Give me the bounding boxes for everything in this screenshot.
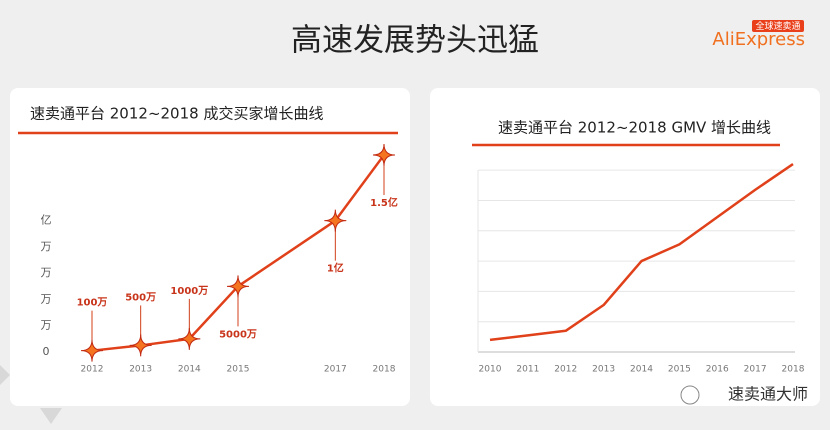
y-tick-label: 0	[43, 345, 50, 358]
data-label: 1.5亿	[370, 196, 398, 209]
marker	[372, 143, 396, 167]
data-label: 5000万	[219, 328, 257, 340]
card	[430, 88, 820, 406]
x-tick-label: 2010	[479, 365, 502, 375]
watermark-icon	[680, 385, 700, 405]
data-label: 100万	[77, 297, 108, 309]
card	[10, 88, 410, 406]
marker	[226, 275, 250, 298]
line	[91, 154, 386, 352]
y-tick-label: 万	[41, 266, 52, 279]
x-tick-label: 2016	[706, 365, 729, 375]
y-tick-label: 亿	[41, 214, 52, 227]
data-label: 500万	[125, 291, 156, 303]
line	[489, 163, 794, 342]
x-tick-label: 2017	[744, 365, 767, 375]
marker	[129, 334, 152, 357]
x-tick-label: 2018	[782, 365, 805, 375]
x-tick-label: 2013	[129, 365, 152, 375]
x-tick-label: 2018	[373, 365, 396, 375]
x-tick-label: 2011	[516, 365, 539, 375]
data-label: 1000万	[170, 285, 208, 297]
x-tick-label: 2012	[554, 365, 577, 375]
logo-en: AliExpress	[712, 29, 805, 50]
chart-title: 速卖通平台 2012~2018 成交买家增长曲线	[30, 105, 323, 123]
data-label: 1亿	[327, 262, 344, 275]
decor	[40, 408, 62, 424]
x-tick-label: 2015	[227, 365, 250, 375]
x-tick-label: 2015	[668, 365, 691, 375]
x-tick-label: 2013	[592, 365, 615, 375]
chart-title: 速卖通平台 2012~2018 GMV 增长曲线	[498, 119, 771, 137]
logo-cn: 全球速卖通	[755, 20, 800, 32]
watermark: 速卖通大师	[728, 385, 808, 404]
x-tick-label: 2014	[630, 365, 653, 375]
logo-badge	[752, 20, 804, 32]
decor	[0, 365, 10, 385]
y-tick-label: 万	[41, 240, 52, 253]
x-tick-label: 2012	[81, 365, 104, 375]
x-tick-label: 2014	[178, 365, 201, 375]
slide-title: 高速发展势头迅猛	[291, 23, 539, 59]
y-tick-label: 万	[41, 292, 52, 305]
x-tick-label: 2017	[324, 365, 347, 375]
y-tick-label: 万	[41, 319, 52, 332]
